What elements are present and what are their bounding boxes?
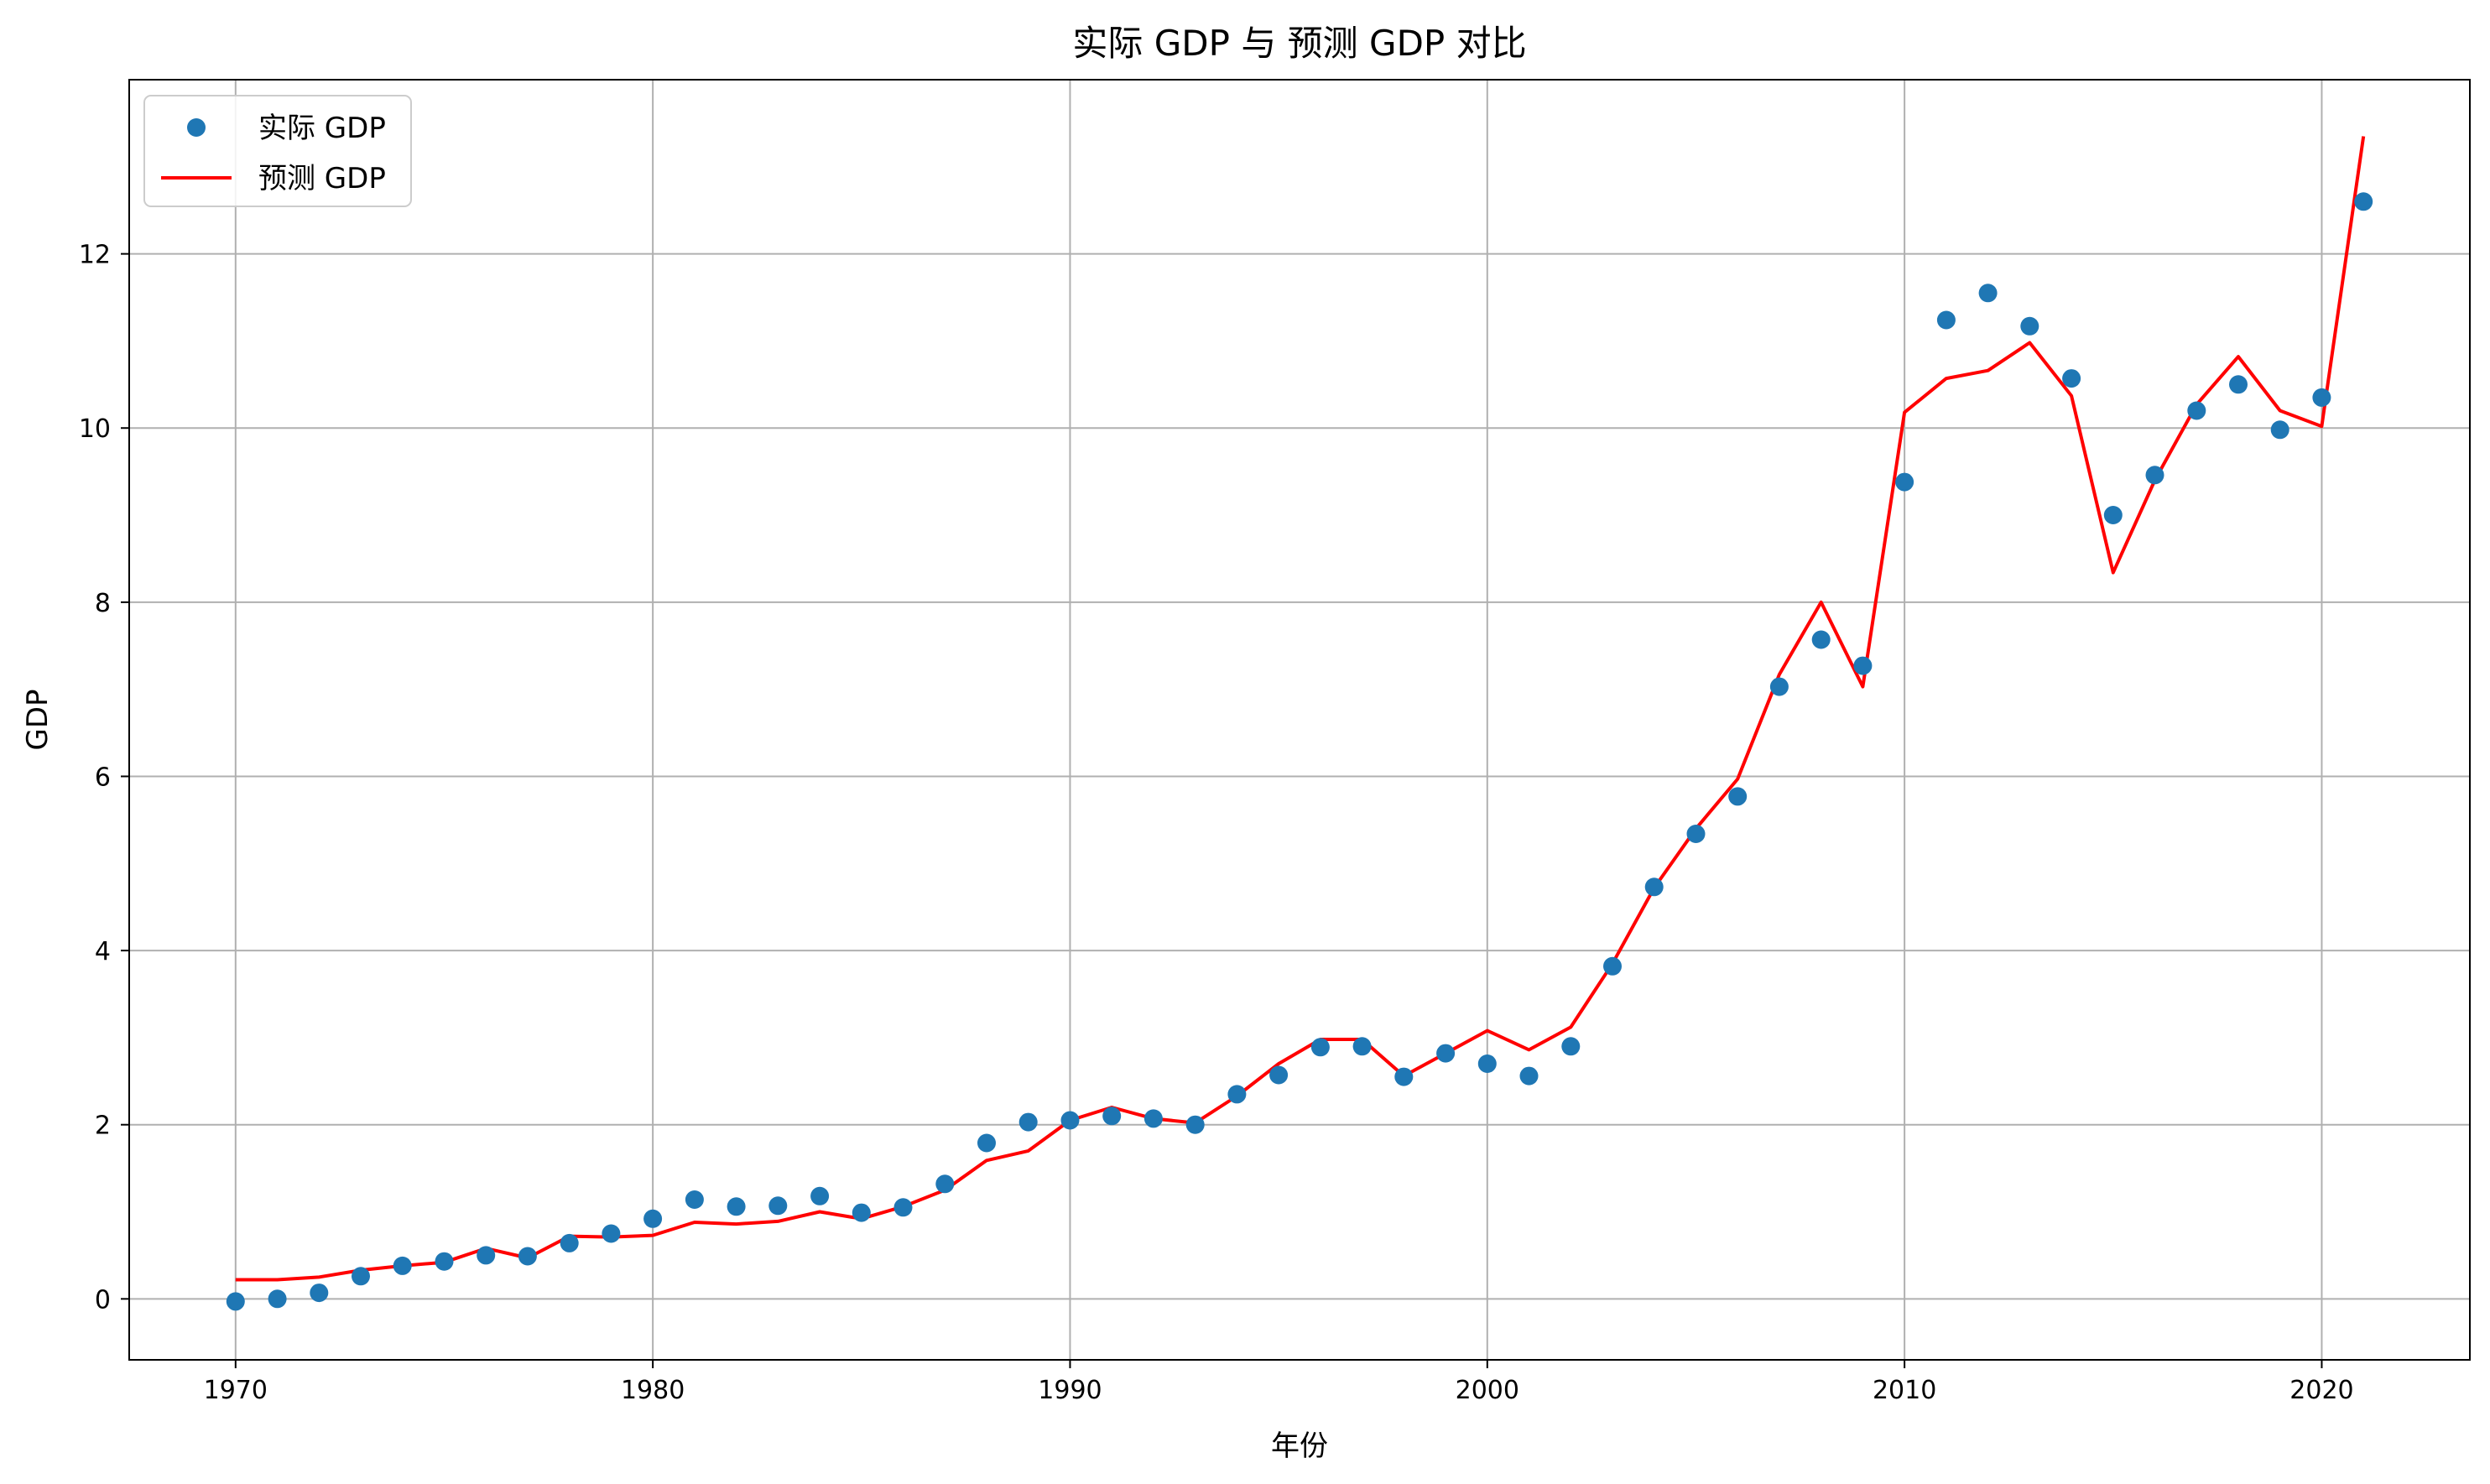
actual-gdp-point: [435, 1252, 454, 1271]
actual-gdp-point: [2229, 375, 2248, 394]
actual-gdp-point: [1436, 1044, 1456, 1063]
legend-label-predicted: 预测 GDP: [258, 162, 386, 195]
legend-marker-actual: [187, 118, 206, 137]
actual-gdp-point: [1185, 1115, 1205, 1134]
actual-gdp-point: [560, 1233, 579, 1252]
actual-gdp-point: [393, 1256, 412, 1275]
actual-gdp-point: [1644, 877, 1664, 897]
x-tick-label: 1980: [621, 1376, 685, 1405]
actual-gdp-point: [810, 1186, 830, 1205]
actual-gdp-point: [1686, 825, 1706, 843]
y-tick-label: 6: [95, 763, 111, 792]
predicted-gdp-line: [235, 136, 2366, 1282]
chart-title: 实际 GDP 与 预测 GDP 对比: [1072, 23, 1526, 64]
actual-gdp-point: [1936, 310, 1956, 330]
predicted-series: [235, 136, 2366, 1282]
actual-gdp-point: [1519, 1066, 1539, 1086]
y-tick-label: 2: [95, 1112, 111, 1141]
plot-frame: [128, 79, 2471, 1361]
actual-gdp-point: [1018, 1112, 1038, 1132]
actual-gdp-point: [893, 1198, 913, 1217]
y-tick-label: 8: [95, 589, 111, 618]
legend-label-actual: 实际 GDP: [258, 112, 386, 145]
x-tick-label: 2010: [1873, 1376, 1936, 1405]
actual-gdp-point: [2020, 316, 2039, 336]
x-tick-label: 2020: [2289, 1376, 2353, 1405]
actual-gdp-point: [2312, 388, 2331, 407]
actual-gdp-point: [1895, 472, 1914, 492]
actual-gdp-point: [1102, 1106, 1122, 1126]
y-axis-label: GDP: [21, 689, 55, 750]
x-tick-label: 2000: [1456, 1376, 1519, 1405]
actual-gdp-point: [1394, 1067, 1414, 1086]
actual-gdp-point: [268, 1289, 287, 1309]
actual-gdp-point: [977, 1133, 996, 1153]
x-tick-label: 1990: [1038, 1376, 1102, 1405]
actual-gdp-point: [2062, 369, 2081, 388]
actual-gdp-point: [1978, 284, 1998, 303]
actual-gdp-point: [477, 1246, 496, 1265]
actual-gdp-point: [2354, 192, 2373, 211]
actual-gdp-point: [2270, 420, 2289, 440]
actual-gdp-point: [602, 1224, 621, 1243]
actual-gdp-point: [310, 1284, 329, 1303]
grid-lines: [129, 80, 2470, 1360]
actual-gdp-point: [1477, 1054, 1497, 1073]
actual-gdp-point: [1561, 1037, 1581, 1056]
actual-gdp-point: [226, 1292, 245, 1311]
actual-gdp-point: [1310, 1038, 1330, 1057]
actual-gdp-point: [1603, 956, 1622, 976]
actual-gdp-point: [1811, 630, 1831, 649]
actual-gdp-point: [1352, 1037, 1372, 1056]
actual-gdp-point: [768, 1196, 788, 1216]
actual-series: [226, 192, 2373, 1311]
actual-gdp-point: [935, 1174, 955, 1194]
y-axis-ticks: 0 2 4 6 8 10 12: [79, 241, 129, 1315]
actual-gdp-point: [1227, 1085, 1247, 1104]
y-tick-label: 10: [79, 414, 111, 444]
actual-gdp-point: [2103, 506, 2123, 524]
actual-gdp-point: [685, 1190, 704, 1209]
actual-gdp-point: [852, 1203, 871, 1222]
actual-gdp-point: [1728, 787, 1748, 806]
y-tick-label: 4: [95, 937, 111, 966]
x-axis-label: 年份: [1271, 1429, 1328, 1463]
actual-gdp-point: [2145, 466, 2164, 485]
x-axis-ticks: 1970 1980 1990 2000 2010 2020: [204, 1360, 2354, 1405]
legend: 实际 GDP 预测 GDP: [143, 95, 412, 207]
actual-gdp-point: [1769, 677, 1789, 696]
actual-gdp-point: [352, 1267, 370, 1286]
actual-gdp-point: [643, 1209, 663, 1228]
y-tick-label: 12: [79, 241, 111, 270]
x-tick-label: 1970: [204, 1376, 268, 1405]
actual-gdp-point: [1060, 1111, 1080, 1130]
y-tick-label: 0: [95, 1285, 111, 1315]
actual-gdp-point: [2187, 401, 2206, 420]
actual-gdp-point: [1269, 1065, 1289, 1085]
actual-gdp-point: [1143, 1109, 1163, 1128]
actual-gdp-point: [727, 1197, 746, 1216]
actual-gdp-point: [518, 1247, 537, 1266]
actual-gdp-point: [1853, 656, 1873, 675]
